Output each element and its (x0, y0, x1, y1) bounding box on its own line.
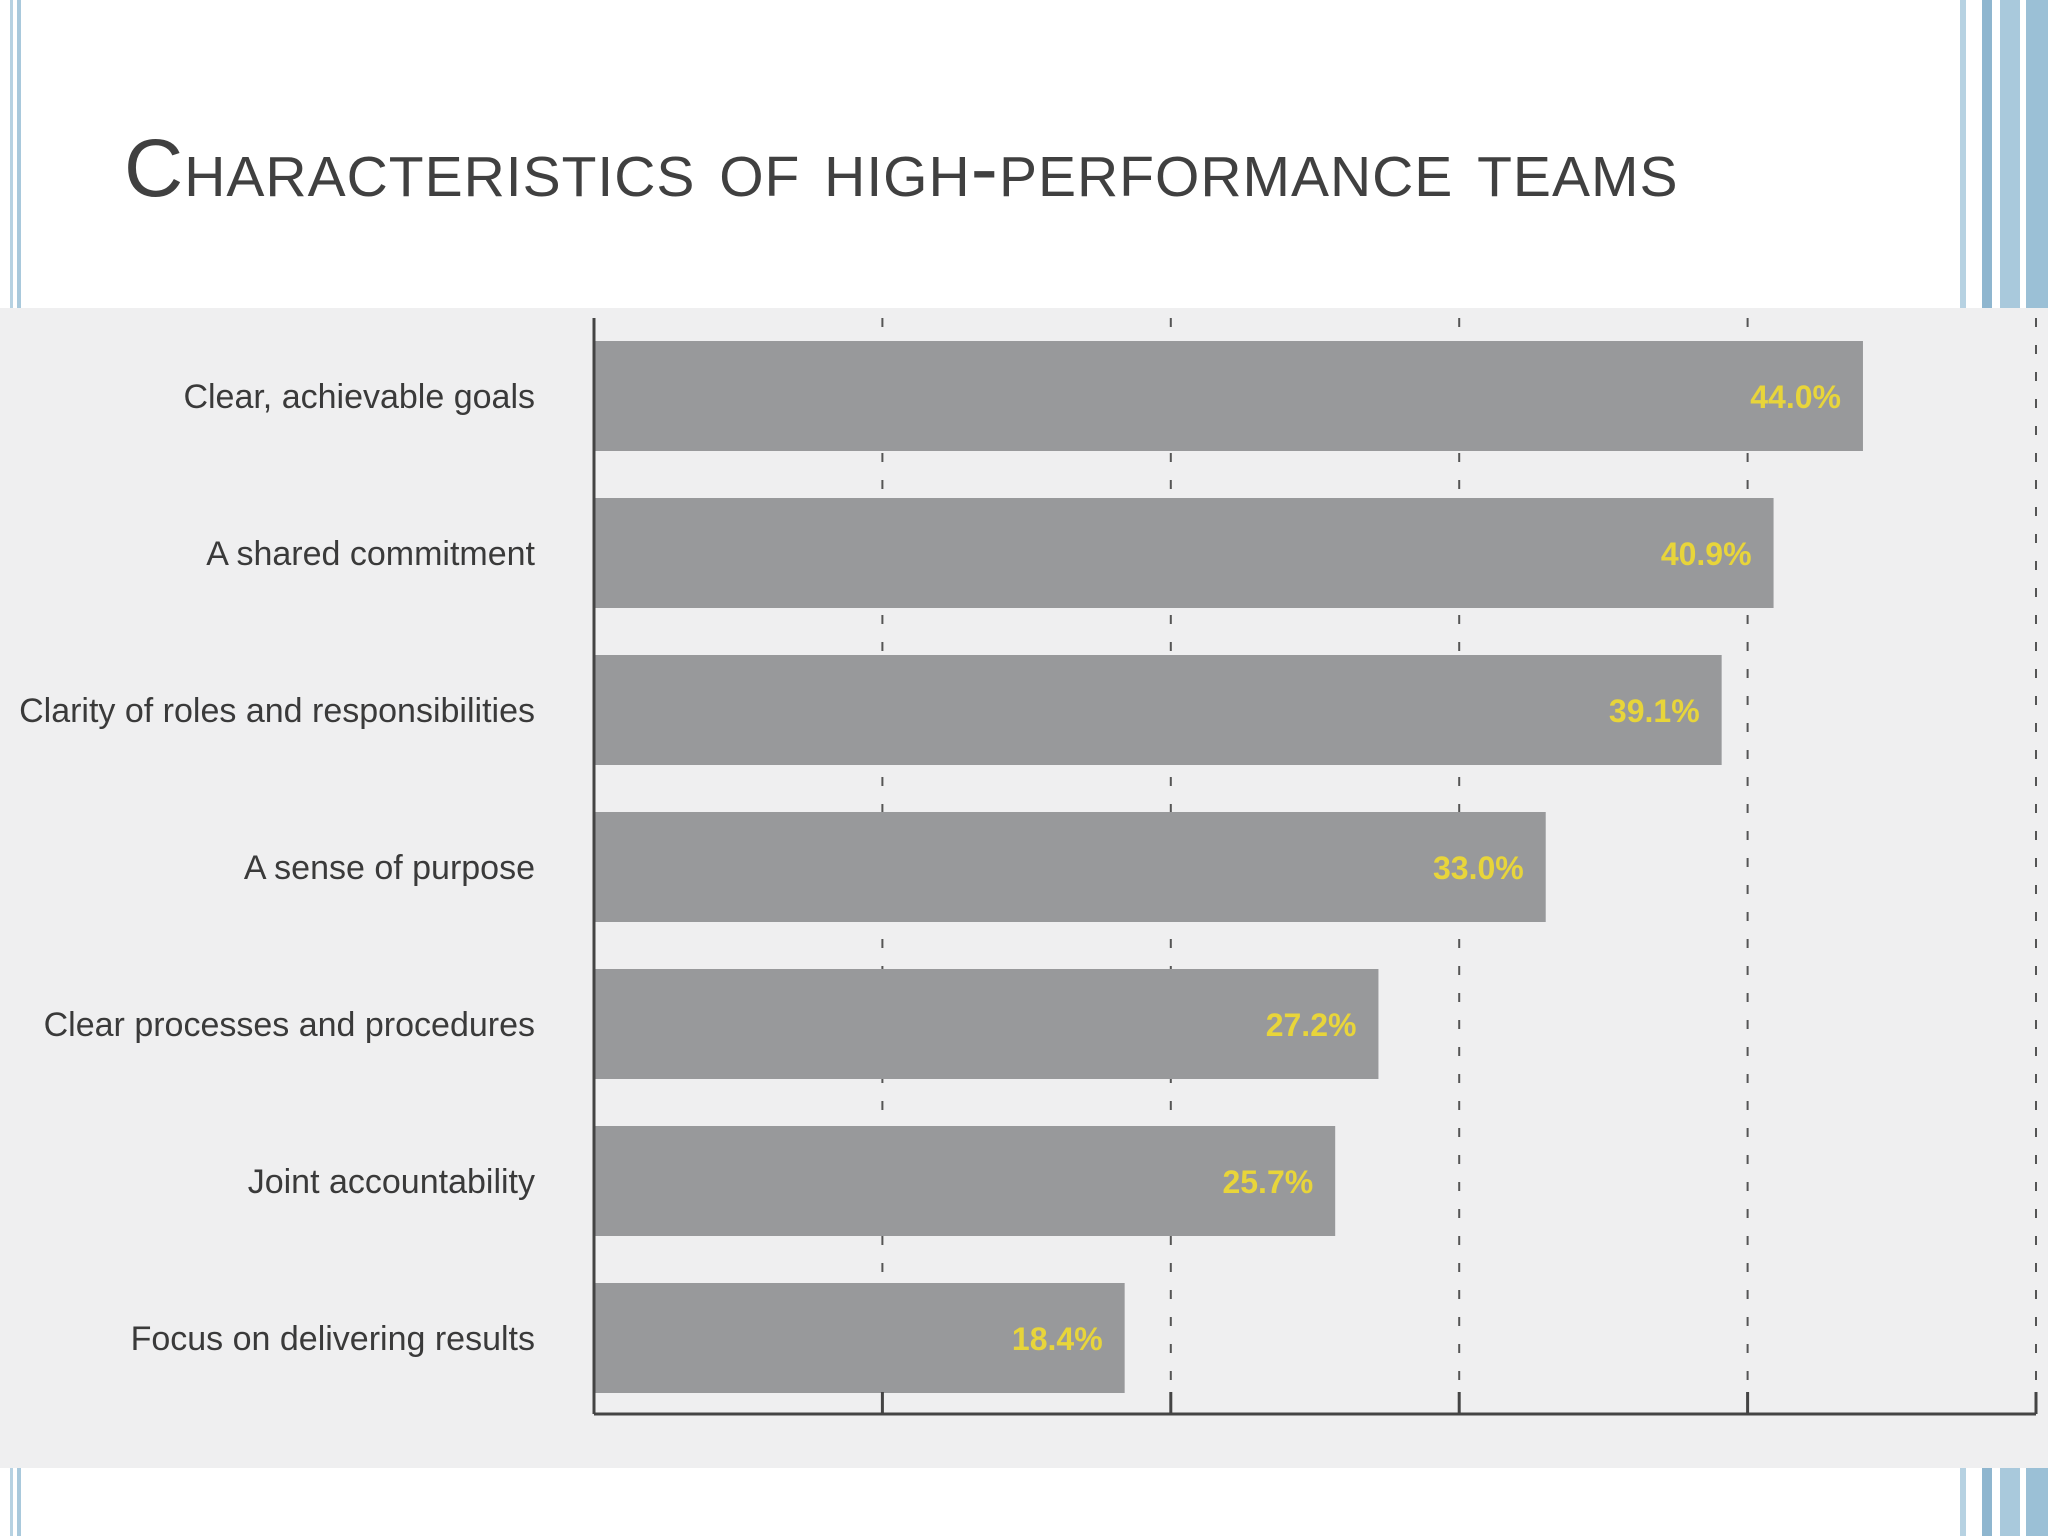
category-label-4: A sense of purpose (244, 849, 535, 887)
bar-7 (594, 1283, 1125, 1393)
bar-4 (594, 812, 1546, 922)
value-label-6: 25.7% (1222, 1164, 1313, 1200)
value-label-7: 18.4% (1012, 1321, 1103, 1357)
slide-title: Characteristics of high-performance team… (124, 123, 1679, 214)
value-label-2: 40.9% (1661, 536, 1752, 572)
category-label-5: Clear processes and procedures (44, 1006, 535, 1044)
category-label-6: Joint accountability (248, 1163, 535, 1201)
value-label-4: 33.0% (1433, 850, 1524, 886)
category-label-2: A shared commitment (206, 535, 535, 573)
chart-panel: 44.0% Clear, achievable goals 40.9% A share… (0, 308, 2048, 1468)
bar-2 (594, 498, 1774, 608)
bar-3 (594, 655, 1722, 765)
value-label-1: 44.0% (1750, 379, 1841, 415)
value-label-3: 39.1% (1609, 693, 1700, 729)
bar-5 (594, 969, 1379, 1079)
bar-chart: 44.0% Clear, achievable goals 40.9% A share… (19, 318, 2038, 1416)
value-label-5: 27.2% (1266, 1007, 1357, 1043)
bar-6 (594, 1126, 1336, 1236)
bar-1 (594, 341, 1863, 451)
category-label-1: Clear, achievable goals (183, 378, 535, 416)
category-label-3: Clarity of roles and responsibilities (19, 692, 535, 730)
category-label-7: Focus on delivering results (131, 1320, 535, 1358)
